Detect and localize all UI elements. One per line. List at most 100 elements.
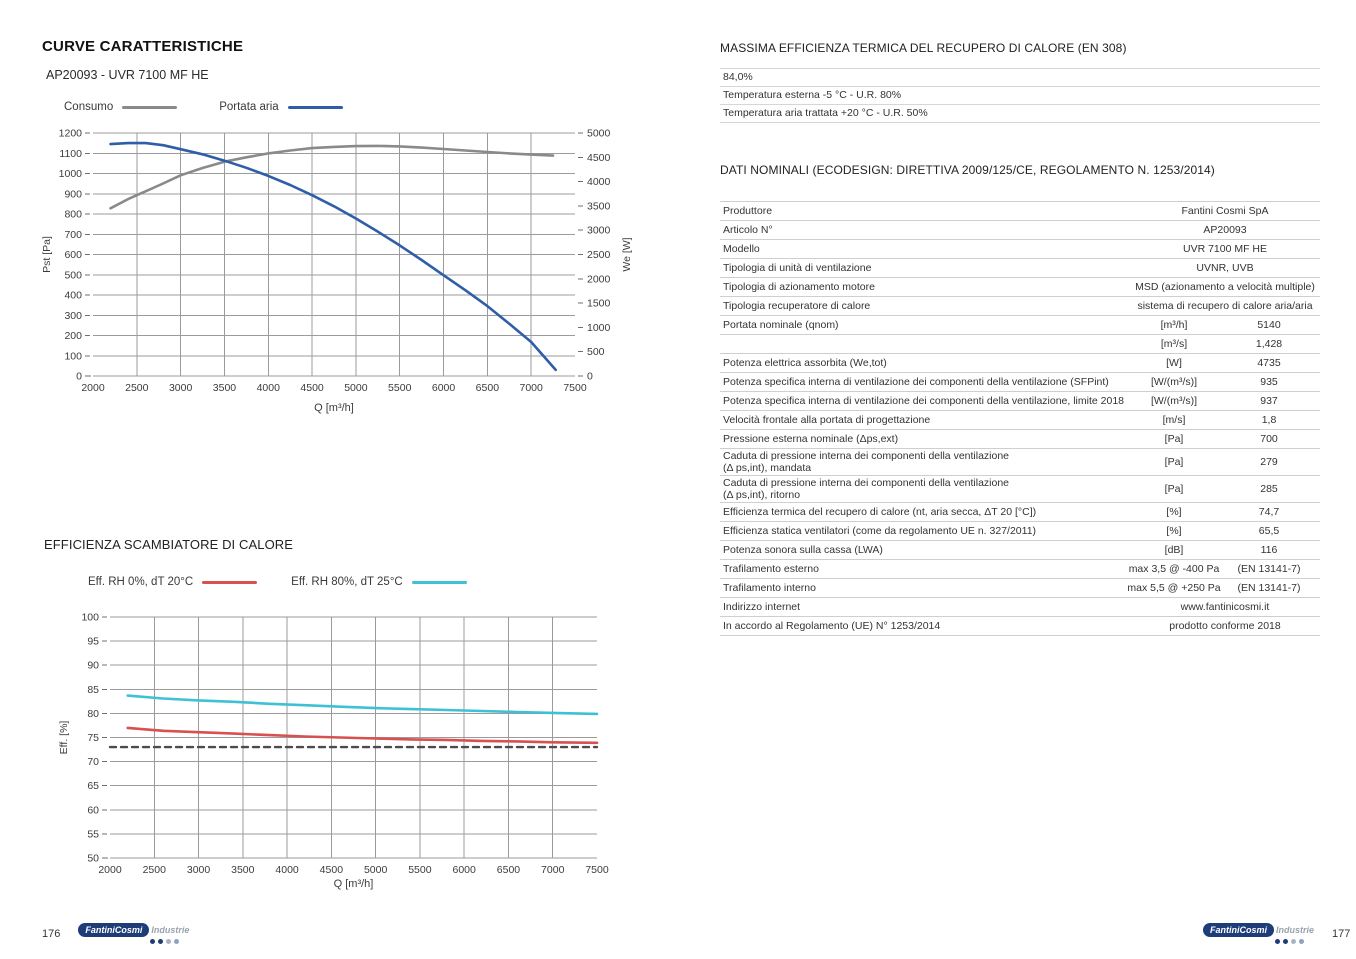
max-efficiency-row: 84,0% [720,69,1320,87]
row-value: 1,428 [1255,338,1283,350]
row-label: Efficienza statica ventilatori (come da … [723,525,1037,537]
logo-dot [1275,939,1281,944]
tick-label-x: 5500 [388,382,412,394]
legend-line-swatch [202,580,258,584]
series-Eff. RH 80%, dT 25°C [126,694,599,716]
logo-wordmark: FantiniCosmi [78,923,150,937]
nominal-table-row: [m³/s] 1,428 [720,335,1320,354]
row-value: 5140 [1257,319,1281,331]
legend-label: Portata aria [219,101,279,113]
tick-label-left: 100 [81,612,99,624]
tick-label-left: 1000 [59,168,83,180]
row-unit: max 3,5 @ -400 Pa [1128,563,1220,575]
max-efficiency-table: 84,0% Temperatura esterna -5 °C - U.R. 80… [720,68,1320,123]
row-value: UVNR, UVB [1196,262,1254,274]
nominal-table-row: Modello UVR 7100 MF HE [720,240,1320,259]
tick-label-x: 3500 [231,864,255,876]
tick-label-left: 60 [87,804,99,816]
row-unit: [%] [1166,525,1182,537]
tick-label-left: 70 [87,756,99,768]
tick-label-x: 7500 [585,864,609,876]
y-axis-label-right: We [W] [621,237,633,271]
row-value: 935 [1260,376,1278,388]
row-unit: [dB] [1164,544,1184,556]
row-label: Tipologia di azionamento motore [723,281,875,293]
tick-label-x: 2000 [81,382,105,394]
logo-dot [1291,939,1297,944]
nominal-data-table: Produttore Fantini Cosmi SpA Articolo N° AP… [720,201,1320,636]
tick-label-left: 0 [76,371,82,383]
nominal-table-row: Indirizzo internet www.fantinicosmi.it [720,598,1320,617]
row-value: 4735 [1257,357,1281,369]
tick-label-left: 500 [64,269,82,281]
row-unit: [W/(m³/s)] [1150,395,1198,407]
tick-label-x: 5000 [364,864,388,876]
tick-label-x: 7000 [541,864,565,876]
nominal-table-row: Efficienza statica ventilatori (come da … [720,522,1320,541]
row-label: Trafilamento interno [723,582,816,594]
model-subtitle: AP20093 - UVR 7100 MF HE [46,68,209,82]
tick-label-x: 4000 [275,864,299,876]
series-Eff. RH 0%, dT 20°C [126,726,599,745]
legend-label: Consumo [64,101,114,113]
tick-label-left: 700 [64,229,82,241]
row-unit: [W] [1166,357,1182,369]
tick-label-left: 50 [87,853,99,865]
logo-dot [166,939,172,944]
series-Portata aria [109,141,558,372]
row-label: Potenza specifica interna di ventilazion… [723,395,1124,407]
tick-label-left: 1200 [59,128,83,140]
max-efficiency-row: Temperatura aria trattata +20 °C - U.R. … [720,105,1320,123]
row-value: 1,8 [1261,414,1277,426]
row-value: AP20093 [1203,224,1247,236]
row-label: Pressione esterna nominale (Δps,ext) [723,433,899,445]
legend-label: Eff. RH 0%, dT 20°C [88,576,194,588]
tick-label-x: 6500 [497,864,521,876]
row-value: 937 [1260,395,1278,407]
nominal-table-row: Velocità frontale alla portata di proget… [720,411,1320,430]
legend-item-rh80: Eff. RH 80%, dT 25°C [291,576,467,588]
nominal-table-row: Portata nominale (qnom) [m³/h] 5140 [720,316,1320,335]
legend-line-swatch [411,580,467,584]
nominal-table-row: Caduta di pressione interna dei componen… [720,449,1320,476]
tick-label-x: 4500 [320,864,344,876]
logo-dot [174,939,180,944]
logo-dot [1283,939,1289,944]
row-value: UVR 7100 MF HE [1182,243,1268,255]
tick-label-x: 2500 [125,382,149,394]
efficiency-chart: 50 55 60 65 70 75 80 85 90 95 100 2000 2500 3000 3500 4… [58,612,609,891]
tick-label-x: 2500 [143,864,167,876]
row-unit: max 5,5 @ +250 Pa [1127,582,1221,594]
tick-label-x: 7500 [563,382,587,394]
tick-label-x: 4000 [257,382,281,394]
tick-label-x: 4500 [300,382,324,394]
nominal-table-row: Tipologia di azionamento motore MSD (azio… [720,278,1320,297]
row-value[interactable]: www.fantinicosmi.it [1180,601,1270,613]
max-efficiency-row: Temperatura esterna -5 °C - U.R. 80% [720,87,1320,105]
tick-label-left: 90 [87,660,99,672]
efficiency-chart-title: EFFICIENZA SCAMBIATORE DI CALORE [44,537,294,552]
row-label: Indirizzo internet [723,601,801,613]
tick-label-x: 3500 [213,382,237,394]
nominal-table-row: Potenza specifica interna di ventilazion… [720,373,1320,392]
logo-dot [158,939,164,944]
legend-item-consumo: Consumo [64,101,178,113]
tick-label-right: 2500 [587,249,611,261]
logo-dot [1299,939,1305,944]
tick-label-left: 900 [64,188,82,200]
row-unit: [m³/s] [1160,338,1188,350]
tick-label-left: 75 [87,732,99,744]
row-value: MSD (azionamento a velocità multiple) [1135,281,1315,293]
nominal-table-row: Tipologia di unità di ventilazione UVNR, … [720,259,1320,278]
row-value: 74,7 [1258,506,1280,518]
series-Consumo [109,144,555,210]
row-value: prodotto conforme 2018 [1169,620,1281,632]
tick-label-left: 1100 [59,148,82,160]
efficiency-chart-legend: Eff. RH 0%, dT 20°C Eff. RH 80%, dT 25°C [88,576,467,588]
row-value: Fantini Cosmi SpA [1181,205,1269,217]
row-label: Tipologia di unità di ventilazione [723,262,872,274]
row-label: Modello [723,243,760,255]
tick-label-left: 85 [87,684,99,696]
y-axis-label-left: Pst [Pa] [41,236,53,273]
max-efficiency-title: MASSIMA EFFICIENZA TERMICA DEL RECUPERO … [720,41,1127,55]
